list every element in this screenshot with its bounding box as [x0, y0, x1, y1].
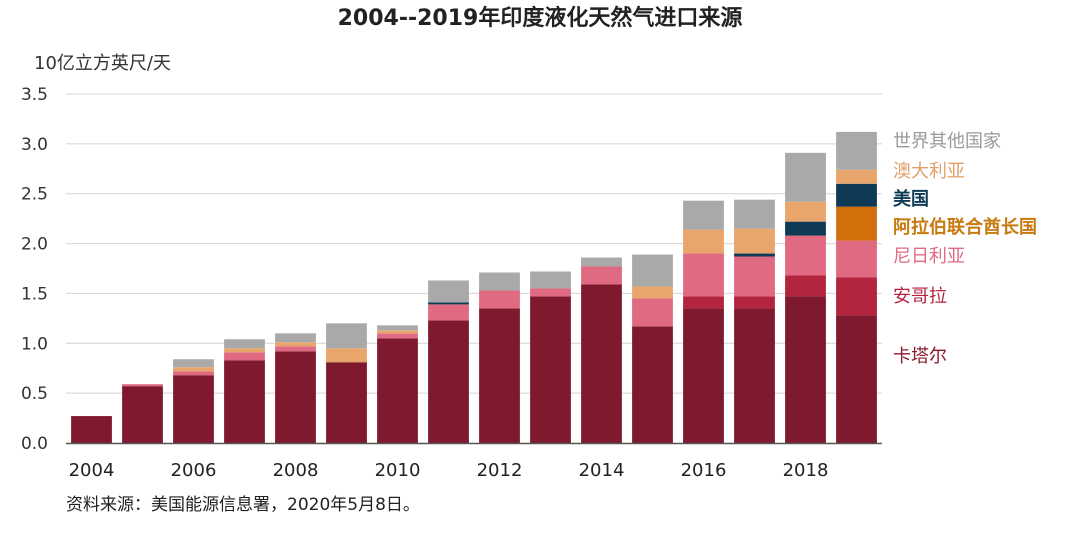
source-note: 资料来源：美国能源信息署，2020年5月8日。: [66, 495, 420, 515]
bar-segment: [275, 346, 316, 352]
y-tick-label: 3.0: [21, 135, 48, 155]
bar-segment: [632, 298, 673, 327]
y-tick-label: 0.0: [21, 434, 48, 454]
bar-segment: [734, 253, 775, 257]
y-tick-label: 2.0: [21, 235, 48, 255]
bar-segment: [785, 221, 826, 236]
bar-segment: [836, 315, 877, 443]
bar-segment: [377, 333, 418, 339]
bar-segment: [836, 183, 877, 207]
bar-segment: [530, 296, 571, 443]
bar-segment: [683, 308, 724, 443]
x-tick-label: 2016: [681, 460, 727, 481]
bar-segment: [479, 272, 520, 291]
bar-segment: [173, 367, 214, 372]
bar-segment: [173, 371, 214, 376]
bar-segment: [122, 384, 163, 387]
legend-label: 安哥拉: [893, 286, 947, 307]
bar-segment: [785, 296, 826, 443]
bar-segment: [785, 152, 826, 202]
bar-segment: [734, 296, 775, 309]
bar-segment: [173, 375, 214, 443]
y-axis-ticks: 0.0 0.5 1.0 1.5 2.0 2.5 3.0 3.5: [21, 85, 48, 454]
x-tick-label: 2018: [783, 460, 829, 481]
x-tick-label: 2004: [69, 460, 115, 481]
bar-segment: [581, 266, 622, 285]
legend-label: 尼日利亚: [893, 246, 965, 267]
bar-segment: [785, 201, 826, 222]
bar-segment: [377, 330, 418, 334]
bar-segment: [836, 277, 877, 316]
bar-segment: [326, 348, 367, 363]
bar-segment: [734, 199, 775, 229]
bar-segment: [275, 333, 316, 343]
bar-segment: [734, 308, 775, 443]
bar-segment: [836, 206, 877, 241]
bar-segment: [785, 275, 826, 297]
bar-segment: [479, 308, 520, 443]
legend-label: 澳大利亚: [893, 161, 965, 182]
bar-segment: [581, 284, 622, 443]
bar-segment: [326, 362, 367, 443]
bar-segment: [683, 296, 724, 309]
x-tick-label: 2006: [171, 460, 217, 481]
bar-segment: [734, 228, 775, 254]
y-tick-label: 3.5: [21, 85, 48, 105]
x-tick-label: 2010: [375, 460, 421, 481]
y-tick-label: 0.5: [21, 384, 48, 404]
bar-segment: [530, 271, 571, 289]
bar-segment: [377, 325, 418, 331]
bar-segment: [224, 339, 265, 349]
bar-segment: [275, 351, 316, 443]
bar-segment: [428, 302, 469, 305]
bar-segment: [326, 323, 367, 349]
legend-label: 阿拉伯联合酋长国: [893, 216, 1037, 238]
bars: [71, 131, 877, 443]
bar-segment: [275, 342, 316, 347]
bar-segment: [377, 338, 418, 443]
bar-segment: [683, 229, 724, 254]
y-tick-label: 1.5: [21, 284, 48, 304]
bar-segment: [632, 254, 673, 287]
bar-segment: [71, 416, 112, 443]
bar-segment: [224, 348, 265, 353]
bar-segment: [224, 360, 265, 443]
bar-segment: [836, 240, 877, 278]
y-tick-label: 1.0: [21, 334, 48, 354]
bar-segment: [632, 326, 673, 443]
bar-segment: [836, 169, 877, 184]
y-axis-label: 10亿立方英尺/天: [34, 53, 171, 74]
bar-segment: [428, 320, 469, 443]
bar-segment: [224, 352, 265, 361]
x-axis-ticks: 2004 2006 2008 2010 2012 2014 2016 2018: [69, 460, 829, 481]
bar-segment: [530, 288, 571, 297]
bar-segment: [836, 131, 877, 170]
bar-segment: [581, 257, 622, 267]
y-tick-label: 2.5: [21, 185, 48, 205]
bar-segment: [428, 304, 469, 321]
legend-label: 世界其他国家: [893, 131, 1001, 152]
bar-segment: [734, 256, 775, 297]
x-tick-label: 2014: [579, 460, 625, 481]
chart-title: 2004--2019年印度液化天然气进口来源: [338, 5, 743, 31]
legend-label: 美国: [893, 188, 929, 210]
x-tick-label: 2012: [477, 460, 523, 481]
bar-segment: [683, 253, 724, 297]
bar-segment: [173, 359, 214, 368]
bar-segment: [683, 200, 724, 230]
legend-label: 卡塔尔: [893, 346, 947, 367]
bar-segment: [479, 290, 520, 309]
bar-segment: [428, 280, 469, 303]
x-tick-label: 2008: [273, 460, 319, 481]
bar-segment: [122, 386, 163, 443]
bar-segment: [632, 286, 673, 299]
bar-segment: [785, 235, 826, 276]
gridlines: [66, 93, 882, 394]
